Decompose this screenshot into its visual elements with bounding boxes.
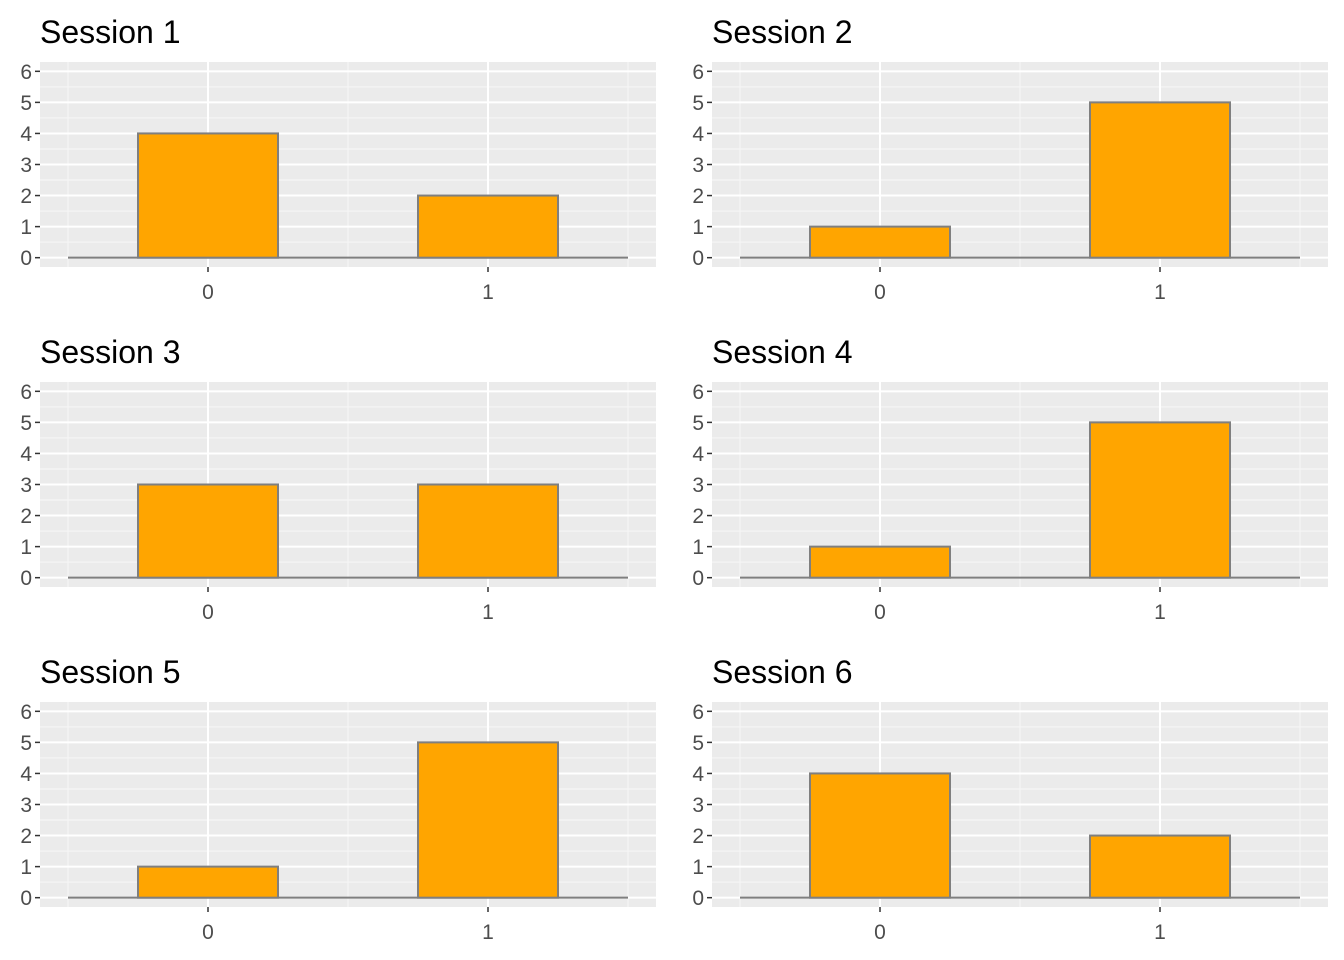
y-tick-label: 4 xyxy=(692,443,704,466)
bar-1 xyxy=(1089,421,1231,579)
bar-1 xyxy=(417,194,559,259)
y-tick-label: 6 xyxy=(692,701,704,724)
bar-0 xyxy=(809,545,951,579)
y-tick-label: 6 xyxy=(692,381,704,404)
y-tick-label: 1 xyxy=(692,216,704,239)
bar-1 xyxy=(1089,101,1231,259)
bar-0 xyxy=(137,132,279,259)
y-tick-label: 4 xyxy=(20,123,32,146)
y-tick-label: 6 xyxy=(20,381,32,404)
y-tick-label: 6 xyxy=(692,61,704,84)
bar-1 xyxy=(1089,834,1231,899)
y-tick-label: 1 xyxy=(20,536,32,559)
y-tick-label: 5 xyxy=(20,412,32,435)
bar-0 xyxy=(137,483,279,579)
y-tick-label: 2 xyxy=(692,505,704,528)
y-tick-label: 3 xyxy=(692,154,704,177)
y-tick-label: 0 xyxy=(692,887,704,910)
panel-title: Session 4 xyxy=(712,334,853,370)
y-tick-label: 4 xyxy=(692,763,704,786)
y-tick-label: 2 xyxy=(20,825,32,848)
panel-session-2: Session 2 0 1 2 3 4 5 6 0 1 xyxy=(692,14,1328,304)
y-tick-label: 2 xyxy=(20,185,32,208)
bar-0 xyxy=(809,225,951,259)
y-tick-label: 2 xyxy=(692,185,704,208)
y-tick-label: 2 xyxy=(20,505,32,528)
panel-title: Session 3 xyxy=(40,334,181,370)
panel-session-6: Session 6 0 1 2 3 4 5 6 0 1 xyxy=(692,654,1328,944)
y-tick-label: 3 xyxy=(692,794,704,817)
y-tick-label: 0 xyxy=(692,567,704,590)
bar-1 xyxy=(417,483,559,579)
x-tick-label: 0 xyxy=(874,601,886,624)
panel-title: Session 1 xyxy=(40,14,181,50)
x-tick-label: 1 xyxy=(1154,921,1166,944)
y-tick-label: 1 xyxy=(20,856,32,879)
panel-session-1: Session 1 0 1 2 3 4 5 6 0 1 xyxy=(20,14,656,304)
y-tick-label: 0 xyxy=(20,247,32,270)
y-tick-label: 5 xyxy=(692,732,704,755)
bar-1 xyxy=(417,741,559,899)
y-tick-label: 3 xyxy=(692,474,704,497)
x-tick-label: 1 xyxy=(482,601,494,624)
y-tick-label: 3 xyxy=(20,474,32,497)
panel-session-5: Session 5 0 1 2 3 4 5 6 0 1 xyxy=(20,654,656,944)
panel-title: Session 6 xyxy=(712,654,853,690)
x-tick-label: 0 xyxy=(874,921,886,944)
x-tick-label: 0 xyxy=(202,921,214,944)
y-tick-label: 1 xyxy=(692,856,704,879)
y-tick-label: 5 xyxy=(692,412,704,435)
y-tick-label: 5 xyxy=(20,92,32,115)
y-tick-label: 1 xyxy=(692,536,704,559)
y-tick-label: 0 xyxy=(20,567,32,590)
bar-0 xyxy=(137,865,279,899)
bar-0 xyxy=(809,772,951,899)
x-tick-label: 0 xyxy=(874,281,886,304)
y-tick-label: 3 xyxy=(20,154,32,177)
y-tick-label: 5 xyxy=(20,732,32,755)
panel-title: Session 2 xyxy=(712,14,853,50)
x-tick-label: 1 xyxy=(1154,601,1166,624)
y-tick-label: 6 xyxy=(20,701,32,724)
y-tick-label: 4 xyxy=(692,123,704,146)
y-tick-label: 4 xyxy=(20,443,32,466)
y-tick-label: 1 xyxy=(20,216,32,239)
panel-session-4: Session 4 0 1 2 3 4 5 6 0 1 xyxy=(692,334,1328,624)
x-tick-label: 1 xyxy=(482,921,494,944)
y-tick-label: 0 xyxy=(692,247,704,270)
x-tick-label: 1 xyxy=(482,281,494,304)
panel-session-3: Session 3 0 1 2 3 4 5 6 0 1 xyxy=(20,334,656,624)
y-tick-label: 3 xyxy=(20,794,32,817)
y-tick-label: 4 xyxy=(20,763,32,786)
panel-title: Session 5 xyxy=(40,654,181,690)
y-tick-label: 2 xyxy=(692,825,704,848)
y-tick-label: 5 xyxy=(692,92,704,115)
x-tick-label: 0 xyxy=(202,281,214,304)
x-tick-label: 1 xyxy=(1154,281,1166,304)
y-tick-label: 0 xyxy=(20,887,32,910)
x-tick-label: 0 xyxy=(202,601,214,624)
y-tick-label: 6 xyxy=(20,61,32,84)
